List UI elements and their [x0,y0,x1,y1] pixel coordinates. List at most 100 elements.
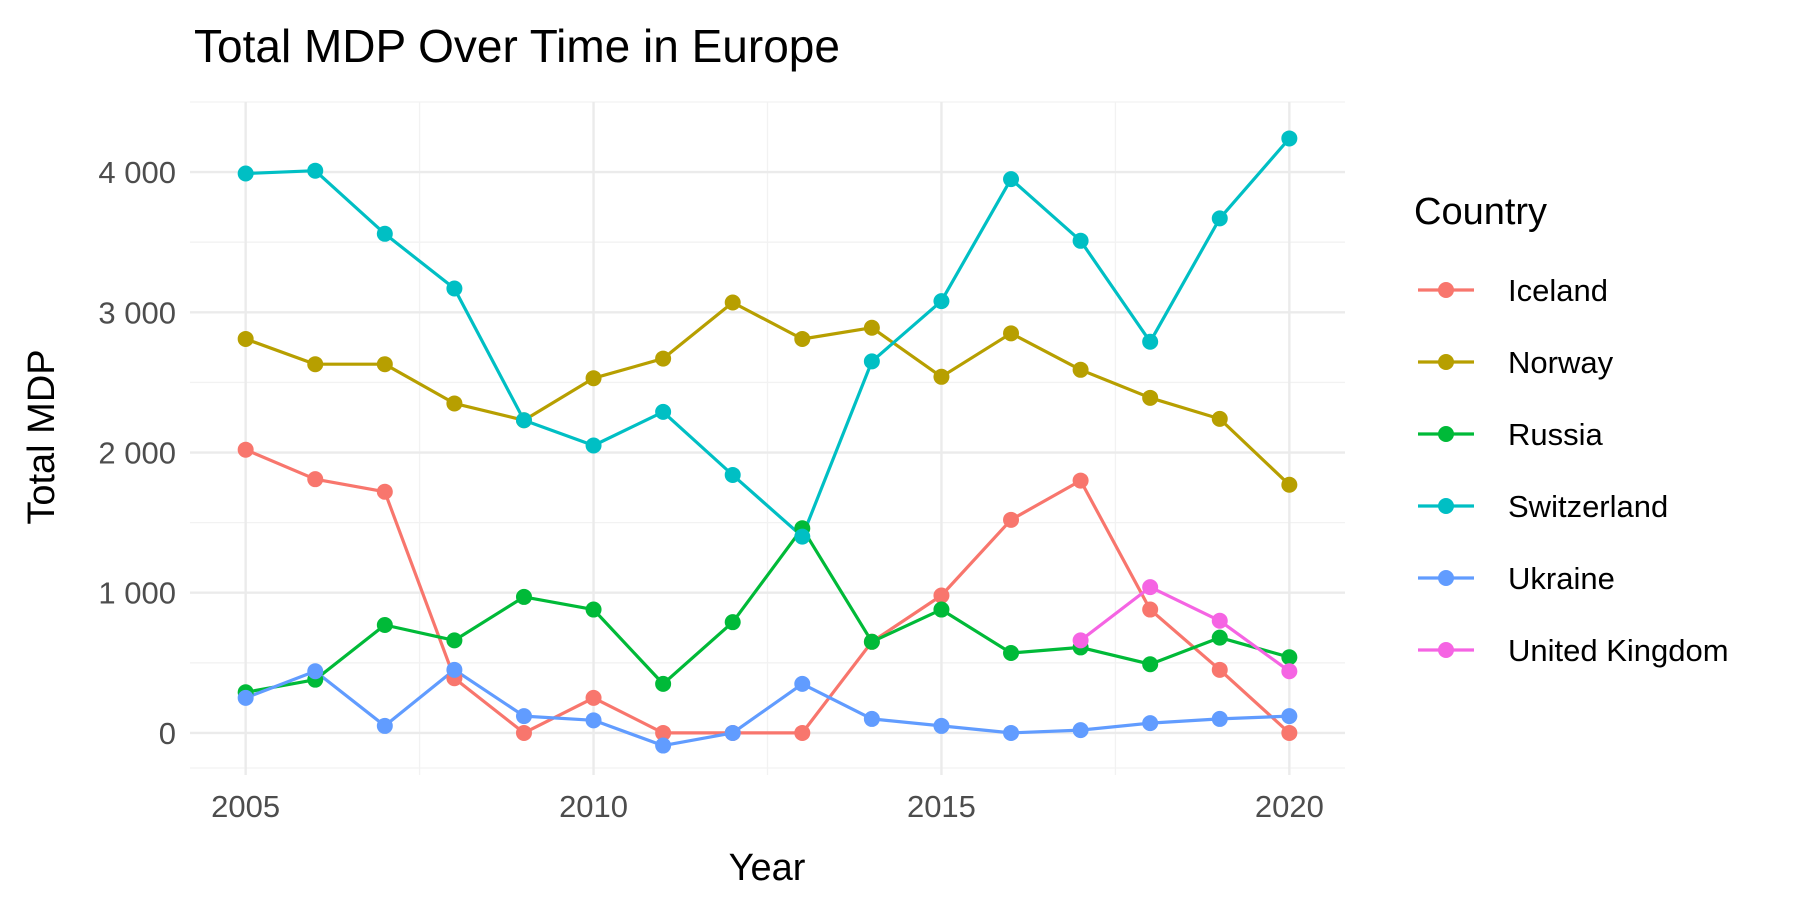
data-point-norway [376,356,393,373]
data-point-switzerland [724,466,741,483]
series-line-norway [245,300,1291,486]
legend-key-norway [1438,354,1454,370]
data-point-russia [585,601,602,618]
data-point-iceland [1072,472,1089,489]
data-point-iceland [1211,661,1228,678]
legend-key-switzerland [1438,498,1454,514]
data-point-russia [724,614,741,631]
data-point-switzerland [1281,130,1298,147]
data-point-ukraine [237,689,254,706]
data-point-iceland [933,587,950,604]
data-point-norway [1281,476,1298,493]
y-tick-label: 4 000 [98,155,176,190]
data-point-norway [446,395,463,412]
data-point-russia [1003,645,1020,662]
data-point-united-kingdom [1142,579,1159,596]
data-point-switzerland [794,528,811,545]
data-point-ukraine [1281,708,1298,725]
data-point-norway [1003,325,1020,342]
data-point-switzerland [446,280,463,297]
data-point-iceland [376,483,393,500]
data-point-russia [1211,629,1228,646]
data-point-iceland [515,724,532,741]
data-point-ukraine [1072,722,1089,739]
data-point-switzerland [237,165,254,182]
data-point-switzerland [655,403,672,420]
data-point-ukraine [655,737,672,754]
data-point-switzerland [933,293,950,310]
x-axis-title: Year [729,847,806,889]
plot-grid [190,101,1345,775]
data-point-russia [933,601,950,618]
data-point-norway [585,370,602,387]
data-point-norway [655,350,672,367]
data-point-switzerland [515,412,532,429]
data-point-iceland [237,441,254,458]
data-point-switzerland [307,162,324,179]
data-point-ukraine [585,712,602,729]
series-points [237,130,1298,754]
legend-label-united-kingdom: United Kingdom [1508,633,1729,668]
series-line-united-kingdom [1079,585,1291,673]
data-point-iceland [585,689,602,706]
data-point-iceland [307,471,324,488]
data-point-russia [655,675,672,692]
y-tick-label: 3 000 [98,295,176,330]
x-tick-label: 2020 [1255,789,1324,824]
data-point-iceland [1003,511,1020,528]
data-point-ukraine [863,710,880,727]
data-point-switzerland [1142,333,1159,350]
data-point-ukraine [515,708,532,725]
data-point-ukraine [446,661,463,678]
legend: Country Iceland Norway Russia Switzerland Uk… [1414,191,1729,668]
data-point-ukraine [933,717,950,734]
series-line-russia [245,526,1290,694]
data-point-ukraine [376,717,393,734]
data-point-russia [515,588,532,605]
legend-label-iceland: Iceland [1508,273,1608,308]
legend-key-iceland [1438,282,1454,298]
data-point-ukraine [1142,715,1159,732]
data-point-russia [863,633,880,650]
x-tick-label: 2010 [559,789,628,824]
x-tick-label: 2015 [907,789,976,824]
y-axis-title: Total MDP [21,349,63,524]
data-point-norway [237,330,254,347]
legend-label-ukraine: Ukraine [1508,561,1615,596]
data-point-ukraine [1211,710,1228,727]
data-point-switzerland [1003,171,1020,188]
y-tick-label: 2 000 [98,436,176,471]
data-point-iceland [1281,724,1298,741]
data-point-norway [933,368,950,385]
data-point-switzerland [1072,232,1089,249]
data-point-switzerland [376,225,393,242]
data-point-united-kingdom [1281,663,1298,680]
data-point-switzerland [585,437,602,454]
legend-title: Country [1414,191,1547,233]
series-lines [245,137,1291,748]
data-point-iceland [794,724,811,741]
legend-key-united-kingdom [1438,642,1454,658]
data-point-norway [307,356,324,373]
axis-ticks: 2005 2010 2015 2020 0 1 000 2 000 3 000 4 000 [98,155,1323,824]
data-point-ukraine [724,724,741,741]
y-tick-label: 0 [159,716,176,751]
data-point-switzerland [863,353,880,370]
data-point-norway [1211,410,1228,427]
x-tick-label: 2005 [211,789,280,824]
legend-key-russia [1438,426,1454,442]
legend-key-ukraine [1438,570,1454,586]
legend-label-norway: Norway [1508,345,1614,380]
data-point-russia [1281,649,1298,666]
data-point-ukraine [307,663,324,680]
data-point-united-kingdom [1072,632,1089,649]
data-point-norway [794,330,811,347]
chart-title: Total MDP Over Time in Europe [194,20,840,72]
data-point-united-kingdom [1211,612,1228,629]
series-line-switzerland [245,137,1291,539]
data-point-norway [863,319,880,336]
y-tick-label: 1 000 [98,576,176,611]
data-point-norway [1142,389,1159,406]
data-point-switzerland [1211,210,1228,227]
